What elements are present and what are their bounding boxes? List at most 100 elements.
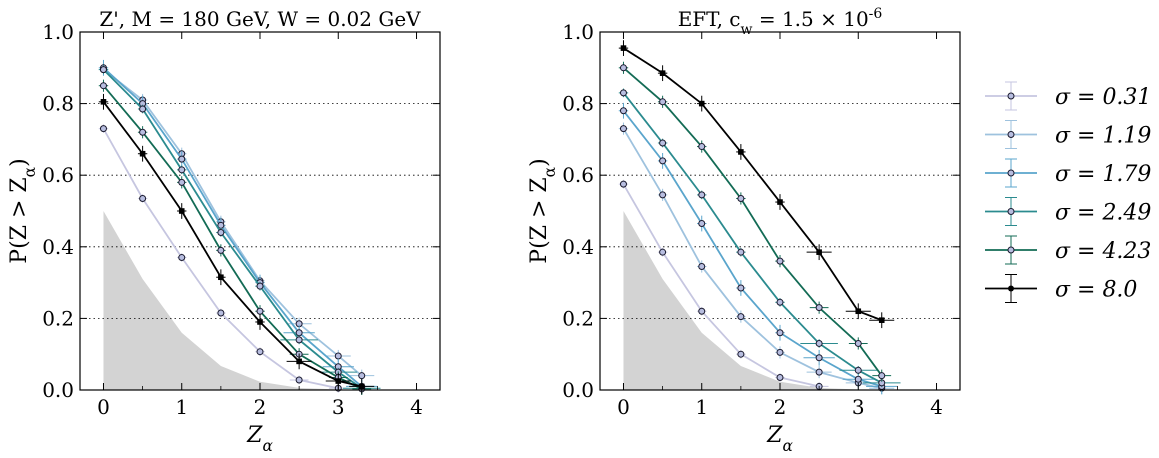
legend-label: σ = 8.0 [1055, 278, 1137, 303]
data-point [257, 319, 263, 325]
legend-label: σ = 1.19 [1055, 124, 1151, 149]
series-1 [98, 124, 348, 393]
legend-entry: σ = 0.31 [985, 81, 1151, 111]
data-point [776, 348, 784, 356]
data-point [855, 308, 862, 315]
x-tick-label: 1 [175, 395, 188, 419]
y-tick-label: 0.4 [42, 235, 74, 259]
data-point [659, 70, 666, 76]
data-point [619, 180, 627, 188]
data-point [698, 191, 706, 199]
data-point [620, 45, 627, 51]
legend-label: σ = 2.49 [1055, 201, 1151, 226]
series-line [622, 110, 883, 388]
y-tick-label: 0.8 [562, 92, 594, 116]
series-5 [618, 61, 892, 382]
data-point [854, 375, 862, 383]
data-point [698, 220, 706, 228]
data-point [698, 262, 706, 270]
data-point [99, 125, 107, 133]
legend-entry: σ = 1.19 [985, 120, 1151, 149]
data-point [358, 372, 366, 380]
y-tick-label: 1.0 [42, 20, 74, 44]
data-point [815, 339, 823, 347]
data-point [854, 339, 862, 347]
data-point [815, 368, 823, 376]
data-point [178, 178, 186, 186]
data-point [815, 304, 823, 312]
data-point [139, 105, 147, 113]
legend-marker [1007, 92, 1015, 100]
series-line [102, 68, 363, 389]
legend-entry: σ = 8.0 [985, 274, 1137, 303]
series-line [102, 85, 363, 390]
data-point [335, 378, 342, 384]
data-point [619, 89, 627, 97]
legend-entry: σ = 4.23 [985, 235, 1151, 265]
data-point [256, 307, 264, 315]
series-line [622, 47, 883, 322]
x-axis-label: Zα [766, 423, 793, 455]
data-point [776, 329, 784, 337]
data-point [358, 383, 365, 390]
data-point [218, 274, 224, 281]
y-axis-label: P(Z > Zα) [527, 158, 559, 263]
data-point [99, 66, 107, 74]
series-6 [98, 93, 375, 395]
data-point [878, 372, 886, 380]
data-point [878, 317, 885, 323]
data-point [776, 257, 784, 265]
background-band [623, 211, 859, 390]
data-point [139, 150, 146, 157]
y-tick-label: 0.0 [42, 378, 74, 402]
y-tick-label: 0.6 [42, 163, 74, 187]
data-point [776, 298, 784, 306]
y-tick-label: 0.0 [562, 378, 594, 402]
series-line [102, 68, 363, 377]
legend-marker [1007, 208, 1015, 215]
x-tick-label: 0 [617, 395, 630, 419]
chart-panel-2: 0 1 2 3 4 0.0 0.2 0.4 0.6 0.8 1.0 Zα P(Z > Zα) EFT, c… [527, 6, 961, 455]
series-line [622, 183, 820, 388]
data-point [854, 366, 862, 374]
data-point [659, 248, 667, 256]
data-point [217, 228, 225, 236]
series-line [102, 67, 363, 388]
y-axis-label: P(Z > Zα) [7, 158, 39, 263]
legend-marker [1007, 246, 1015, 254]
legend-entry: σ = 1.79 [985, 158, 1151, 188]
data-point [217, 246, 225, 254]
data-point [256, 282, 264, 290]
data-point [217, 309, 225, 317]
chart-title: EFT, cw = 1.5 × 10-6 [678, 6, 883, 38]
data-point [619, 125, 627, 133]
y-tick-label: 0.8 [42, 92, 74, 116]
background-band [103, 211, 339, 390]
data-point [178, 254, 186, 262]
chart-title: Z', M = 180 GeV, W = 0.02 GeV [99, 7, 421, 31]
data-point [139, 128, 147, 136]
x-tick-label: 0 [97, 395, 110, 419]
data-point [659, 98, 667, 106]
data-point [619, 107, 627, 115]
legend-entry: σ = 2.49 [985, 197, 1151, 226]
data-point [698, 143, 706, 151]
data-point [737, 194, 745, 202]
data-point [659, 157, 667, 165]
series-line [622, 128, 882, 390]
data-point [334, 352, 342, 360]
data-point [737, 313, 745, 321]
x-tick-label: 3 [852, 395, 865, 419]
data-point [296, 358, 302, 365]
y-tick-label: 0.2 [562, 306, 594, 330]
data-point [777, 199, 783, 205]
x-tick-label: 1 [695, 395, 708, 419]
data-point [659, 191, 667, 199]
legend: σ = 0.31 σ = 1.19 σ = 1.79 σ = 2.49 σ = 4.23… [985, 81, 1151, 303]
data-point [698, 100, 705, 107]
legend-marker [1007, 131, 1015, 138]
series-4 [98, 65, 381, 393]
data-point [295, 336, 303, 344]
series-line [102, 101, 362, 388]
